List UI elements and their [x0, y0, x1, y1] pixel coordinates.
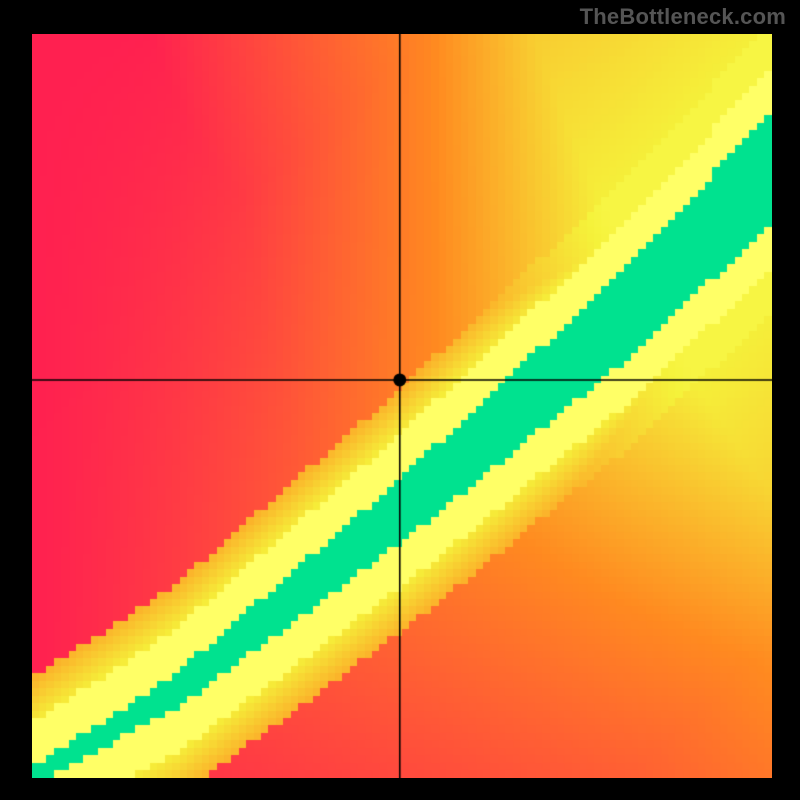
chart-container: TheBottleneck.com: [0, 0, 800, 800]
heatmap-canvas: [32, 34, 772, 778]
attribution-text: TheBottleneck.com: [580, 4, 786, 30]
plot-frame: [30, 32, 774, 780]
